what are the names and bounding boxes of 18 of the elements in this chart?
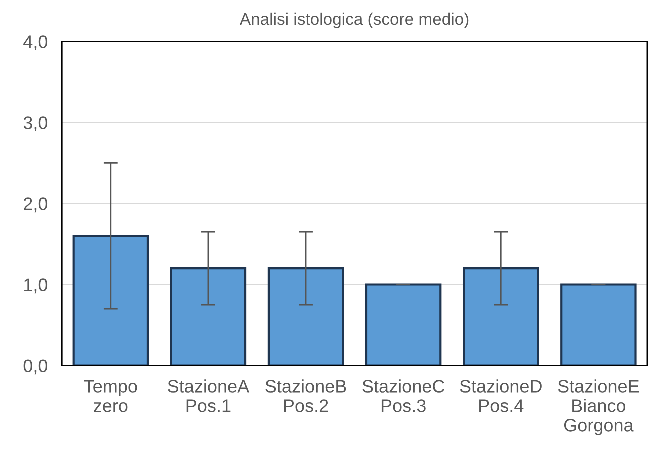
x-tick-label: StazioneB Pos.2 [266, 380, 346, 412]
bar [170, 267, 247, 366]
x-tick-label: StazioneA Pos.1 [168, 380, 250, 412]
y-tick-label: 1,0 [24, 278, 48, 294]
bar [560, 284, 637, 366]
y-tick-label: 4,0 [24, 36, 48, 51]
y-tick-label: 3,0 [24, 116, 48, 132]
y-tick-label: 2,0 [24, 198, 48, 213]
bar [365, 284, 442, 366]
bar [72, 235, 150, 366]
x-tick-label: StazioneC Pos.3 [362, 380, 445, 412]
bar [268, 267, 344, 366]
bar [463, 267, 540, 366]
x-tick-label: StazioneD Pos.4 [460, 380, 542, 412]
y-tick-label: 0,0 [24, 360, 48, 375]
x-tick-label: StazioneE Bianco Gorgona [558, 380, 640, 436]
chart-title: Analisi istologica (score medio) [240, 12, 469, 28]
x-tick-label: Tempo zero [84, 380, 138, 412]
